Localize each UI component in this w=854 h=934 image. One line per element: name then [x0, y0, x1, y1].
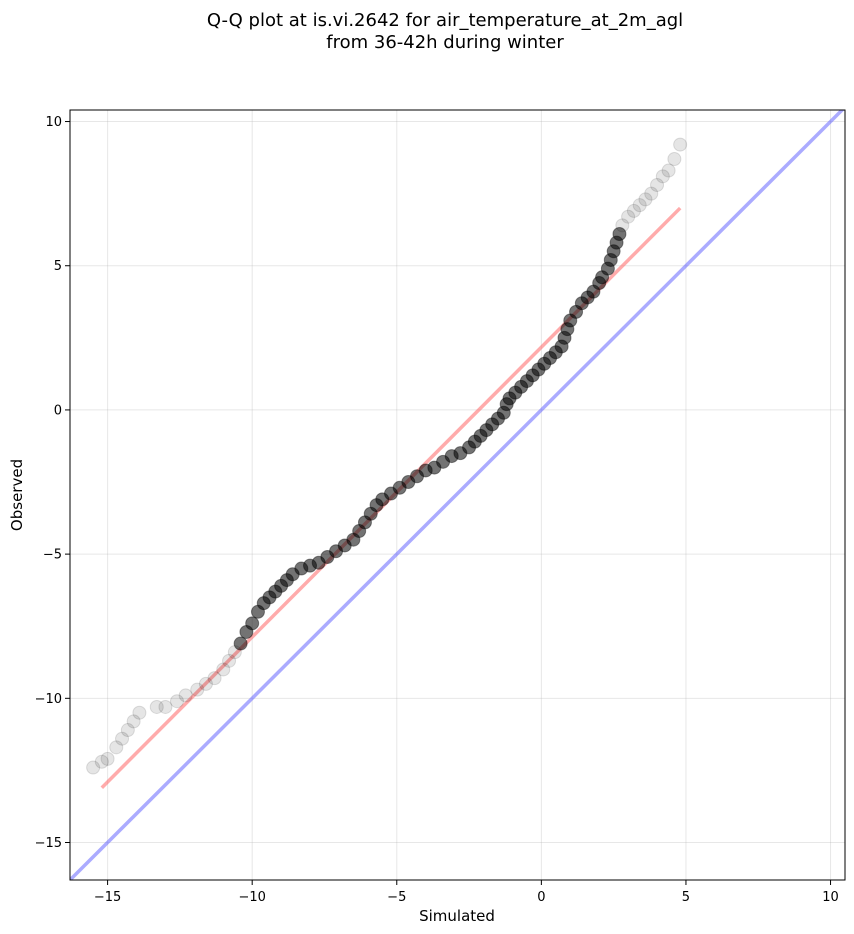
- x-tick-label: −15: [94, 890, 121, 905]
- scatter-points: [86, 137, 688, 775]
- y-tick-label: −10: [35, 692, 62, 707]
- y-tick-label: 10: [45, 115, 62, 130]
- y-tick-label: −5: [43, 548, 62, 563]
- x-tick-label: 5: [682, 890, 690, 905]
- x-tick-label: 10: [822, 890, 839, 905]
- data-point: [233, 636, 248, 651]
- data-point: [644, 186, 659, 201]
- data-point: [169, 694, 184, 709]
- chart-subtitle: from 36-42h during winter: [326, 32, 564, 53]
- y-tick-label: 5: [54, 259, 62, 274]
- data-point: [120, 723, 135, 738]
- data-point: [667, 152, 682, 167]
- data-point: [190, 682, 205, 697]
- data-point: [632, 198, 647, 213]
- data-point: [100, 751, 115, 766]
- grid-lines: [70, 110, 845, 880]
- data-point: [626, 203, 641, 218]
- y-tick-label: 0: [54, 403, 62, 418]
- data-point: [132, 705, 147, 720]
- data-point: [612, 227, 627, 242]
- x-tick-label: −10: [238, 890, 265, 905]
- data-point: [109, 740, 124, 755]
- x-tick-label: −5: [387, 890, 406, 905]
- data-point: [650, 177, 665, 192]
- data-point: [178, 688, 193, 703]
- data-point: [94, 754, 109, 769]
- y-axis-ticks: −15 −10 −5 0 5 10: [35, 115, 70, 851]
- data-point: [86, 760, 101, 775]
- data-point: [198, 676, 213, 691]
- data-point: [207, 671, 222, 686]
- data-point: [655, 169, 670, 184]
- reference-lines: [70, 110, 845, 880]
- data-point: [638, 192, 653, 207]
- data-point: [216, 662, 231, 677]
- data-point: [245, 616, 260, 631]
- plot-frame: [69, 109, 846, 881]
- data-point: [673, 137, 688, 152]
- data-point: [222, 653, 237, 668]
- x-axis-ticks: −15 −10 −5 0 5 10: [94, 880, 839, 905]
- x-axis-label: Simulated: [419, 907, 495, 925]
- data-point: [615, 218, 630, 233]
- data-point: [621, 209, 636, 224]
- data-point: [158, 699, 173, 714]
- data-point: [149, 699, 164, 714]
- data-point: [126, 714, 141, 729]
- chart-title: Q-Q plot at is.vi.2642 for air_temperatu…: [207, 10, 683, 31]
- x-tick-label: 0: [537, 890, 545, 905]
- data-point: [115, 731, 130, 746]
- y-tick-label: −15: [35, 836, 62, 851]
- identity-line: [70, 110, 845, 880]
- y-axis-label: Observed: [8, 459, 26, 531]
- data-point: [661, 163, 676, 178]
